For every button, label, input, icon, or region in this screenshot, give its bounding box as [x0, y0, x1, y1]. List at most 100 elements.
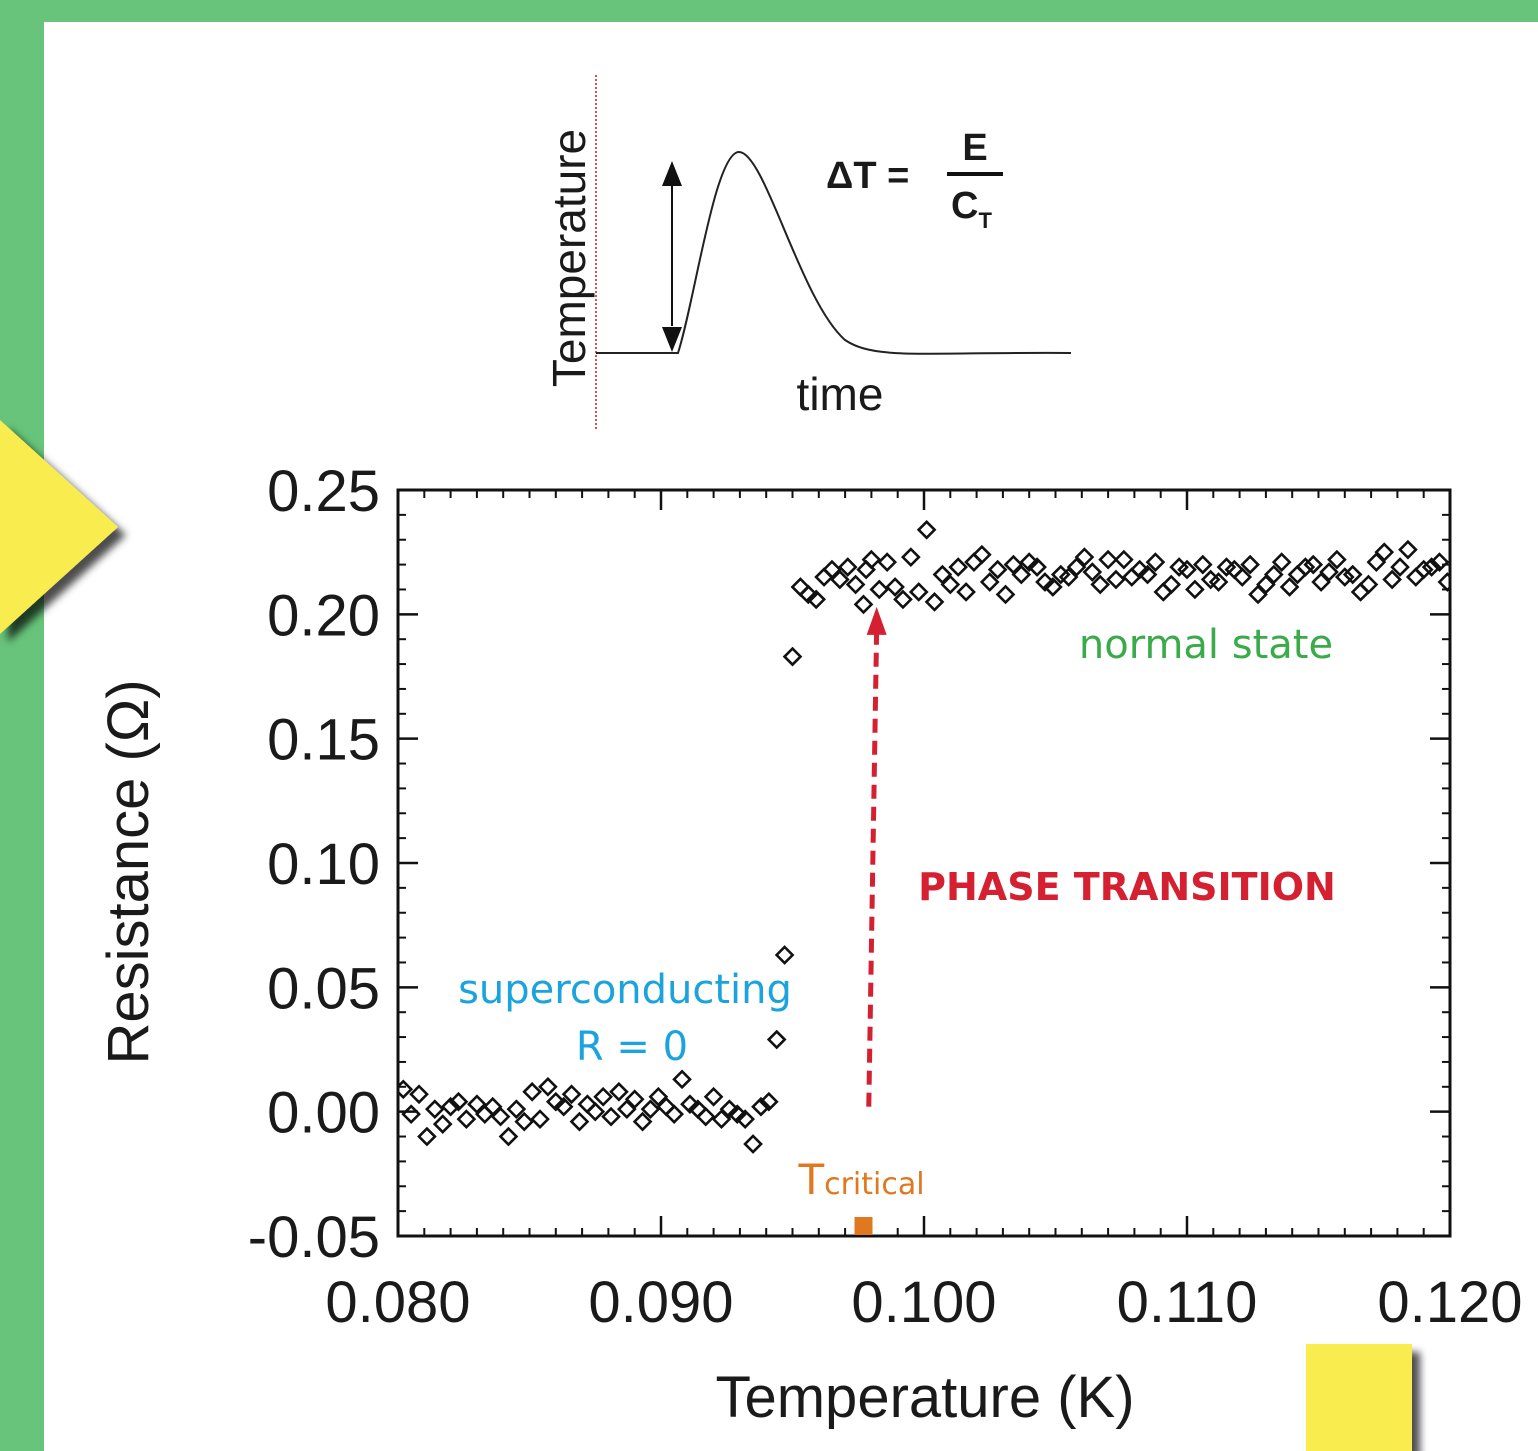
data-point — [498, 1126, 519, 1147]
data-point — [758, 1091, 779, 1112]
data-point — [806, 589, 827, 610]
data-point — [1232, 567, 1253, 587]
x-tick-labels: 0.080 0.090 0.100 0.110 0.120 — [325, 1270, 1522, 1335]
y-tick-labels: 0.25 0.20 0.15 0.10 0.05 0.00 -0.05 — [248, 459, 380, 1270]
data-point — [861, 549, 882, 570]
resistance-chart: 0.25 0.20 0.15 0.10 0.05 0.00 -0.05 0.080 0.090… — [96, 459, 1523, 1430]
data-point — [1216, 557, 1237, 577]
data-point — [719, 1099, 740, 1120]
data-point — [956, 582, 976, 602]
data-point — [545, 1091, 566, 1112]
data-point — [1169, 557, 1189, 577]
data-point — [632, 1111, 653, 1132]
data-point — [1192, 554, 1213, 575]
data-point — [987, 559, 1008, 580]
data-point — [1129, 559, 1150, 580]
data-point — [735, 1109, 755, 1129]
data-point — [1279, 577, 1300, 597]
data-point — [774, 945, 795, 965]
phase-transition-arrowhead-icon — [866, 606, 887, 635]
data-point — [1019, 552, 1040, 572]
data-point — [1240, 554, 1260, 575]
data-point — [514, 1111, 535, 1132]
inset-ylabel: Temperature — [543, 129, 595, 387]
data-point — [530, 1109, 550, 1129]
data-point — [432, 1114, 453, 1134]
data-point — [703, 1086, 724, 1107]
data-point — [506, 1099, 527, 1120]
data-point — [1374, 542, 1395, 563]
phase-transition-label: PHASE TRANSITION — [918, 865, 1336, 909]
data-point — [727, 1104, 748, 1124]
data-point — [561, 1084, 582, 1105]
data-point — [782, 646, 803, 667]
y-tick-label: 0.25 — [267, 459, 380, 524]
data-point — [1137, 564, 1158, 585]
data-point — [1398, 539, 1418, 560]
formula-lhs: ΔT = — [826, 155, 909, 197]
x-axis-label: Temperature (K) — [715, 1365, 1134, 1430]
data-point — [409, 1084, 429, 1105]
data-point — [798, 584, 819, 605]
y-axis-label: Resistance (Ω) — [96, 679, 161, 1064]
data-point — [901, 547, 921, 567]
data-point — [538, 1076, 558, 1097]
data-point — [1319, 562, 1339, 582]
data-point — [845, 574, 866, 595]
data-point — [601, 1106, 621, 1127]
data-point — [916, 519, 937, 540]
data-point — [1334, 567, 1355, 587]
data-point — [1208, 572, 1229, 592]
data-point — [924, 592, 945, 612]
data-point — [1035, 572, 1055, 592]
t-critical-label: Tcritical — [797, 1155, 924, 1204]
inset-pulse-curve — [596, 150, 1072, 355]
data-point — [1303, 554, 1324, 575]
normal-state-label: normal state — [1079, 622, 1333, 668]
data-point — [1011, 564, 1032, 585]
data-point — [424, 1099, 445, 1120]
data-point — [948, 557, 969, 577]
data-point — [908, 582, 929, 602]
data-point — [1413, 559, 1434, 580]
data-point — [995, 584, 1016, 605]
inset-arrow-up-icon — [662, 161, 682, 186]
data-point — [1382, 569, 1402, 590]
inset-pulse-diagram: Temperature time ΔT = E CT — [543, 75, 1072, 430]
data-point — [1106, 569, 1126, 590]
data-point — [585, 1101, 606, 1122]
data-point — [751, 1096, 771, 1117]
data-point — [569, 1111, 590, 1132]
data-point — [743, 1134, 763, 1154]
data-point — [401, 1104, 421, 1124]
formula-denominator: CT — [951, 185, 992, 233]
data-point — [877, 552, 898, 572]
data-point — [1145, 552, 1166, 572]
x-tick-label: 0.090 — [588, 1270, 733, 1335]
inset-arrow-down-icon — [662, 327, 682, 352]
y-tick-label: 0.15 — [267, 708, 380, 773]
data-point — [893, 589, 913, 610]
data-point — [1271, 552, 1292, 572]
x-tick-label: 0.100 — [851, 1270, 996, 1335]
data-point — [695, 1106, 716, 1127]
superconducting-label: superconducting — [458, 967, 792, 1013]
x-tick-label: 0.080 — [325, 1270, 470, 1335]
data-point — [624, 1089, 645, 1110]
data-point — [593, 1086, 613, 1107]
data-point — [664, 1104, 684, 1124]
data-points — [398, 519, 1450, 1154]
data-point — [837, 557, 858, 577]
y-tick-label: 0.05 — [267, 956, 380, 1021]
data-point — [398, 1079, 414, 1100]
data-point — [1161, 574, 1182, 595]
formula-numerator: E — [962, 127, 987, 169]
data-point — [1177, 559, 1197, 580]
data-point — [885, 577, 905, 597]
data-point — [456, 1109, 477, 1129]
data-point — [1390, 557, 1410, 577]
y-tick-label: -0.05 — [248, 1205, 380, 1270]
data-point — [1421, 557, 1442, 577]
yellow-square-decoration — [1306, 1344, 1412, 1451]
